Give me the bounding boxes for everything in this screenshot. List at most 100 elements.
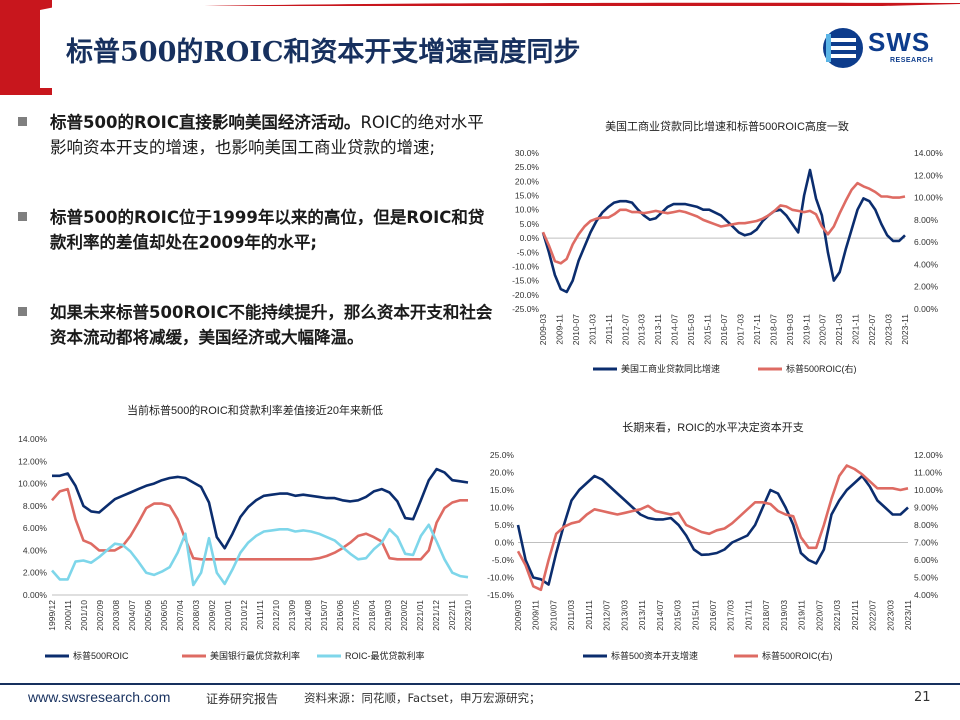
c2-x-tick-label: 2017/05 [351,600,361,631]
c1-y-tick-label: 5.0% [520,219,540,229]
c2-legend-label: 标普500ROIC [73,650,129,661]
c2-x-tick-label: 2004/07 [127,600,137,631]
c3-series-line-1 [516,474,909,586]
c1-y-tick-label: -25.0% [512,304,539,314]
c1-x-tick-label: 2013-11 [653,314,663,345]
bullet-3-bold: 如果未来标普500ROIC不能持续提升，那么资本开支和社会资本流动都将减缓，美国… [50,303,493,347]
c1-y-tick-label: -5.0% [517,247,540,257]
c3-y2-tick-label: 12.00% [914,450,943,460]
c3-x-tick-label: 2015/11 [690,600,700,630]
c1-x-tick-label: 2016-07 [719,314,729,345]
c3-y2-tick-label: 7.00% [914,538,939,548]
c1-y2-tick-label: 8.00% [914,215,939,225]
c1-y-tick-label: 20.0% [515,176,540,186]
c1-legend-label: 美国工商业贷款同比增速 [621,363,720,374]
c1-y-tick-label: 25.0% [515,162,540,172]
logo-subtext: RESEARCH [890,57,934,64]
c2-x-tick-label: 2006/05 [159,600,169,631]
c1-y2-tick-label: 6.00% [914,237,939,247]
c3-y-tick-label: 10.0% [490,503,515,513]
bullet-square-icon [18,307,27,316]
c3-y2-tick-label: 8.00% [914,520,939,530]
c3-legend-label: 标普500ROIC(右) [762,650,833,661]
c3-x-tick-label: 2011/03 [566,600,576,630]
logo-text: SWS [868,27,931,57]
c3-series-line-2 [516,464,909,592]
c2-y-tick-label: 8.00% [23,501,48,511]
c2-series-line-1 [52,467,469,550]
c1-series-line-2 [541,181,906,265]
c2-x-tick-label: 2021/01 [415,600,425,631]
c3-x-tick-label: 2009/11 [531,600,541,630]
c2-x-tick-label: 2014/08 [303,600,313,631]
c2-series-line-3 [51,523,469,587]
c3-x-tick-label: 2012/07 [602,600,612,631]
footer-report-label: 证券研究报告 [206,692,279,706]
bullet-2-bold: 标普500的ROIC位于1999年以来的高位，但是ROIC和贷款利率的差值却处在… [50,208,485,252]
c3-x-tick-label: 2017/11 [743,600,753,630]
c2-y-tick-label: 10.00% [18,479,47,489]
c3-x-tick-label: 2013/03 [619,600,629,631]
c1-x-tick-label: 2019-03 [785,314,795,345]
c3-x-tick-label: 2021/11 [850,600,860,630]
c3-y2-tick-label: 4.00% [914,590,939,600]
c3-x-tick-label: 2011/11 [584,600,594,630]
c1-y2-tick-label: 4.00% [914,259,939,269]
c1-series-line-1 [541,168,906,294]
c1-y-tick-label: 30.0% [515,148,540,158]
c3-y2-tick-label: 11.00% [914,468,943,478]
c2-x-tick-label: 2010/12 [239,600,249,631]
c2-x-tick-label: 2018/04 [367,600,377,631]
c2-x-tick-label: 2007/04 [175,600,185,631]
c1-x-tick-label: 2018-07 [768,314,778,345]
c2-x-tick-label: 2022/11 [447,600,457,630]
c2-y-tick-label: 12.00% [18,456,47,466]
c2-x-tick-label: 2020/02 [399,600,409,631]
c2-x-tick-label: 2016/06 [335,600,345,631]
c2-x-tick-label: 2003/08 [111,600,121,631]
c3-y-tick-label: 20.0% [490,468,515,478]
c3-x-tick-label: 2022/07 [868,600,878,631]
c1-y-tick-label: 10.0% [515,205,540,215]
c2-x-tick-label: 2005/06 [143,600,153,631]
c2-y-tick-label: 0.00% [23,590,48,600]
c3-x-tick-label: 2019/03 [779,600,789,631]
c3-x-tick-label: 2015/03 [673,600,683,631]
c1-x-tick-label: 2019-11 [801,314,811,345]
c1-x-tick-label: 2015-03 [686,314,696,345]
c3-x-tick-label: 2014/07 [655,600,665,631]
c3-x-tick-label: 2013/11 [637,600,647,630]
c3-y-tick-label: 5.0% [495,520,515,530]
c2-x-tick-label: 2002/09 [95,600,105,631]
sws-logo-icon [823,28,863,68]
c2-x-tick-label: 2001/10 [79,600,89,631]
c3-y-tick-label: -10.0% [487,573,514,583]
c1-y-tick-label: -20.0% [512,290,539,300]
c3-y-tick-label: 15.0% [490,485,515,495]
c2-chart-title: 当前标普500的ROIC和贷款利率差值接近20年来新低 [127,403,383,417]
c1-x-tick-label: 2009-03 [538,314,548,345]
c3-x-tick-label: 2018/07 [761,600,771,631]
c2-series-line-2 [51,487,468,561]
c3-x-tick-label: 2009/03 [513,600,523,631]
bullet-1-bold: 标普500的ROIC直接影响美国经济活动。 [50,113,361,132]
c3-chart-title: 长期来看，ROIC的水平决定资本开支 [622,420,804,434]
c2-x-tick-label: 2008/03 [191,600,201,631]
c1-x-tick-label: 2011-11 [604,314,614,344]
c2-x-tick-label: 2009/02 [207,600,217,631]
c1-x-tick-label: 2021-11 [851,314,861,345]
c2-x-tick-label: 2010/01 [223,600,233,631]
c1-x-tick-label: 2014-07 [670,314,680,345]
page-number: 21 [914,690,931,705]
c1-y-tick-label: -15.0% [512,276,539,286]
c3-x-tick-label: 2019/11 [797,600,807,630]
c3-x-tick-label: 2017/03 [726,600,736,631]
c2-y-tick-label: 14.00% [18,434,47,444]
c1-x-tick-label: 2017-03 [735,314,745,345]
c1-y-tick-label: -10.0% [512,261,539,271]
footer-url-link[interactable]: www.swsresearch.com [28,689,171,705]
c3-y2-tick-label: 6.00% [914,555,939,565]
c3-x-tick-label: 2010/07 [548,600,558,631]
c1-x-tick-label: 2015-11 [703,314,713,345]
